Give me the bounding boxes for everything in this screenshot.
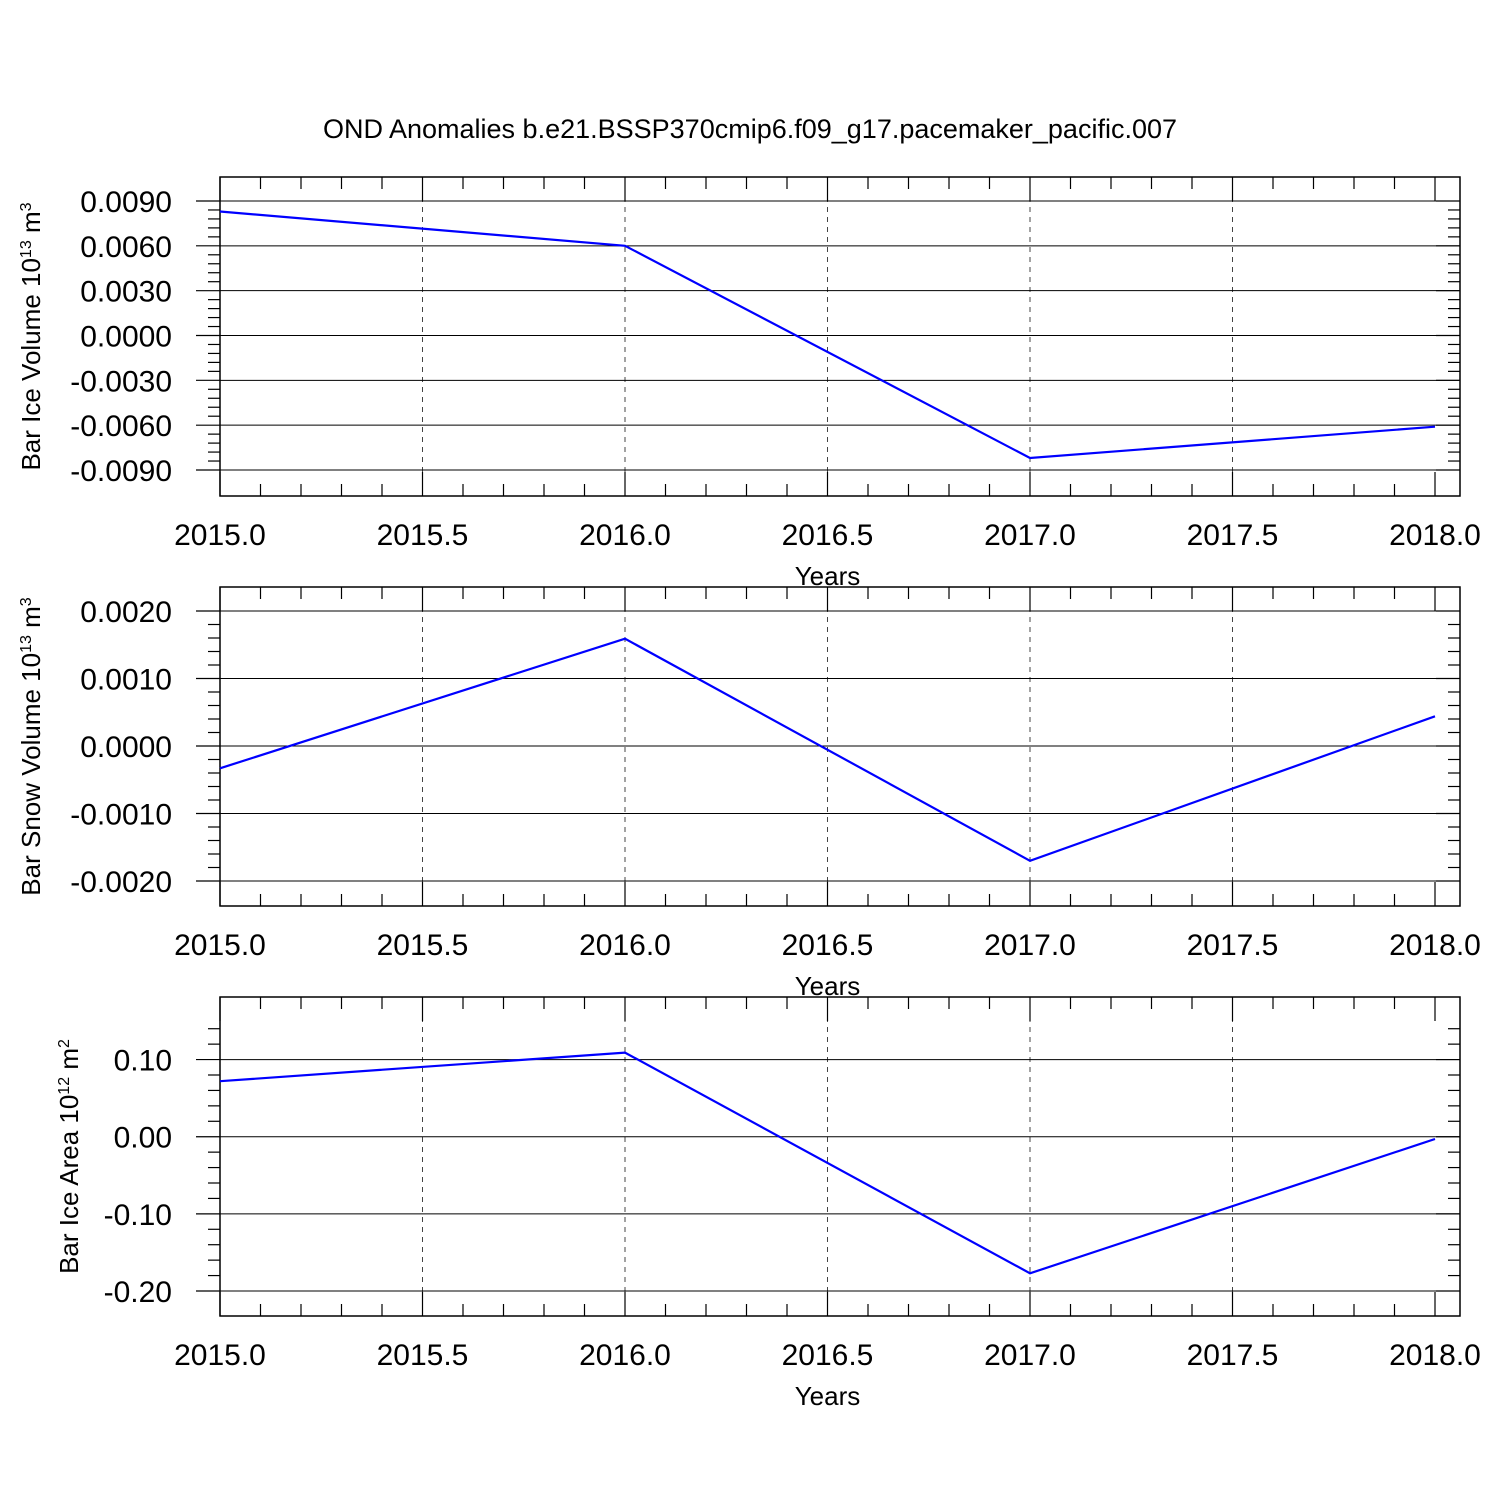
x-tick-label: 2015.0 (174, 929, 266, 962)
y-tick-label: 0.0000 (80, 321, 172, 354)
y-axis-label: Bar Ice Volume 1013 m3 (16, 202, 46, 470)
series-line (219, 1051, 1436, 1275)
x-tick-label: 2016.5 (782, 1339, 874, 1372)
y-tick-label: 0.0060 (80, 231, 172, 264)
y-axis-label-superscript: 3 (18, 202, 35, 211)
series-line (219, 210, 1436, 460)
y-axis-label-superscript: 13 (18, 240, 35, 258)
y-tick-label: 0.0030 (80, 276, 172, 309)
series-line (219, 637, 1436, 863)
y-axis-label: Bar Ice Area 1012 m2 (54, 1039, 84, 1274)
y-axis-label-superscript: 13 (18, 635, 35, 653)
x-tick-label: 2016.5 (782, 519, 874, 552)
y-axis-label: Bar Snow Volume 1013 m3 (16, 597, 46, 896)
x-axis-label: Years (795, 561, 861, 591)
x-tick-label: 2015.5 (377, 1339, 469, 1372)
x-tick-label: 2018.0 (1389, 519, 1481, 552)
x-tick-label: 2018.0 (1389, 1339, 1481, 1372)
x-axis-label: Years (795, 971, 861, 1001)
y-axis-label-superscript: 3 (18, 597, 35, 606)
x-tick-label: 2018.0 (1389, 929, 1481, 962)
y-axis-label-superscript: 12 (56, 1077, 73, 1095)
panel-3: 2015.0 2015.5 2016.0 2016.5 2017.0 2017.5 2018… (54, 996, 1481, 1411)
panels: 2015.0 2015.5 2016.0 2016.5 2017.0 2017.5 2018… (16, 176, 1481, 1411)
y-tick-label: 0.0010 (80, 664, 172, 697)
y-axis-label-text: Bar Snow Volume 10 (16, 653, 46, 896)
x-tick-label: 2017.5 (1187, 519, 1279, 552)
y-tick-label: 0.10 (114, 1045, 172, 1078)
y-tick-label: 0.0000 (80, 731, 172, 764)
x-tick-label: 2017.0 (984, 929, 1076, 962)
y-tick-label: 0.0090 (80, 186, 172, 219)
y-tick-label: -0.0010 (70, 799, 172, 832)
y-axis-label-text: Bar Ice Volume 10 (16, 258, 46, 470)
y-tick-label: 0.00 (114, 1122, 172, 1155)
x-tick-label: 2015.5 (377, 929, 469, 962)
y-tick-label: -0.20 (104, 1276, 172, 1309)
x-tick-label: 2016.0 (579, 929, 671, 962)
x-tick-label: 2017.0 (984, 519, 1076, 552)
x-tick-label: 2015.5 (377, 519, 469, 552)
x-tick-label: 2017.5 (1187, 1339, 1279, 1372)
x-tick-label: 2015.0 (174, 1339, 266, 1372)
y-axis-label-text: Bar Ice Area 10 (54, 1095, 84, 1274)
x-tick-label: 2015.0 (174, 519, 266, 552)
x-tick-label: 2016.0 (579, 519, 671, 552)
panel-2: 2015.0 2015.5 2016.0 2016.5 2017.0 2017.5 2018… (16, 586, 1481, 1001)
x-axis-label: Years (795, 1381, 861, 1411)
y-tick-label: -0.0060 (70, 410, 172, 443)
y-tick-label: -0.0090 (70, 455, 172, 488)
y-tick-label: -0.0030 (70, 365, 172, 398)
y-tick-label: -0.10 (104, 1199, 172, 1232)
plot-frame (219, 996, 1461, 1317)
y-axis-label-text: m (54, 1048, 84, 1077)
x-tick-label: 2017.0 (984, 1339, 1076, 1372)
x-tick-label: 2017.5 (1187, 929, 1279, 962)
panel-1: 2015.0 2015.5 2016.0 2016.5 2017.0 2017.5 2018… (16, 176, 1481, 591)
plot-frame (219, 176, 1461, 497)
x-tick-label: 2016.0 (579, 1339, 671, 1372)
figure-title: OND Anomalies b.e21.BSSP370cmip6.f09_g17… (323, 114, 1177, 144)
y-tick-label: -0.0020 (70, 866, 172, 899)
y-tick-label: 0.0020 (80, 596, 172, 629)
y-axis-label-superscript: 2 (56, 1039, 73, 1048)
x-tick-label: 2016.5 (782, 929, 874, 962)
y-axis-label-text: m (16, 211, 46, 240)
y-axis-label-text: m (16, 606, 46, 635)
